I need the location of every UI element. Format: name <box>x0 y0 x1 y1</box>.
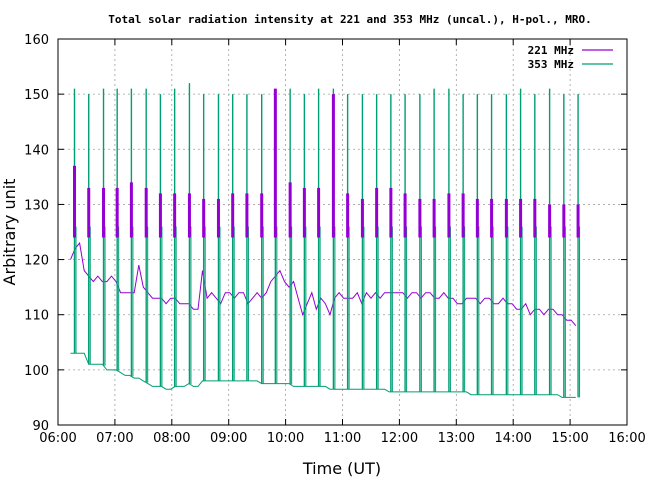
legend-label: 353 MHz <box>528 58 574 71</box>
series-221-spike <box>548 204 552 238</box>
series-221-spike <box>504 198 508 238</box>
series-221-spike <box>115 187 119 238</box>
x-tick-label: 15:00 <box>551 431 588 446</box>
series-221-spike <box>447 193 451 238</box>
series-221-spike <box>533 198 537 238</box>
series-221-spike <box>375 187 379 238</box>
series-221-spike <box>102 187 106 238</box>
series-221-spike <box>432 198 436 238</box>
series-221-spike <box>187 193 191 238</box>
y-tick-label: 90 <box>32 419 49 434</box>
series-221-spike <box>273 88 277 238</box>
plot-frame <box>57 38 628 426</box>
series-221-spike <box>490 198 494 238</box>
plot-area <box>70 83 581 398</box>
series-221-spike <box>576 204 580 238</box>
series-221-spike <box>461 193 465 238</box>
y-axis-label: Arbitrary unit <box>0 179 19 286</box>
x-tick-label: 08:00 <box>153 431 190 446</box>
series-221-spike <box>403 193 407 238</box>
x-tick-label: 12:00 <box>381 431 418 446</box>
series-221-spike <box>418 198 422 238</box>
y-tick-label: 110 <box>24 309 49 324</box>
x-tick-label: 13:00 <box>438 431 475 446</box>
series-221-spike <box>73 165 77 238</box>
x-tick-label: 14:00 <box>494 431 531 446</box>
x-tick-label: 10:00 <box>267 431 304 446</box>
x-tick-label: 09:00 <box>210 431 247 446</box>
y-tick-label: 160 <box>24 33 49 48</box>
series-221-spike <box>173 193 177 238</box>
x-tick-label: 07:00 <box>96 431 133 446</box>
grid <box>58 39 627 425</box>
chart-title: Total solar radiation intensity at 221 a… <box>108 13 591 26</box>
x-tick-label: 06:00 <box>39 431 76 446</box>
legend-label: 221 MHz <box>528 44 574 57</box>
series-221-spike <box>231 193 235 238</box>
series-221-spike <box>260 193 264 238</box>
x-tick-label: 11:00 <box>324 431 361 446</box>
y-tick-label: 130 <box>24 198 49 213</box>
series-221-spike <box>87 187 91 238</box>
series-221-spike <box>245 193 249 238</box>
series-221-spike <box>346 193 350 238</box>
y-tick-label: 120 <box>24 254 49 269</box>
y-tick-label: 150 <box>24 88 49 103</box>
series-221-spike <box>216 198 220 238</box>
series-221-spike <box>360 198 364 238</box>
series-221-spike <box>144 187 148 238</box>
series-221-spike <box>389 187 393 238</box>
series-221-spike <box>562 204 566 238</box>
x-tick-label: 16:00 <box>608 431 645 446</box>
axis-ticks: 06:00 07:00 08:00 09:00 10:00 11:00 12:00 13:00… <box>24 33 646 446</box>
series-221-spike <box>158 193 162 238</box>
series-221-spike <box>317 187 321 238</box>
x-axis-label: Time (UT) <box>302 459 381 478</box>
series-221-spike <box>288 182 292 238</box>
series-221-spike <box>129 182 133 238</box>
series-221-spike <box>331 94 335 238</box>
series-353-line <box>70 352 576 398</box>
series-221-spike <box>519 198 523 238</box>
y-tick-label: 100 <box>24 364 49 379</box>
series-221-spike <box>302 187 306 238</box>
series-221-spike <box>475 198 479 238</box>
y-tick-label: 140 <box>24 143 49 158</box>
series-221-spike <box>202 198 206 238</box>
